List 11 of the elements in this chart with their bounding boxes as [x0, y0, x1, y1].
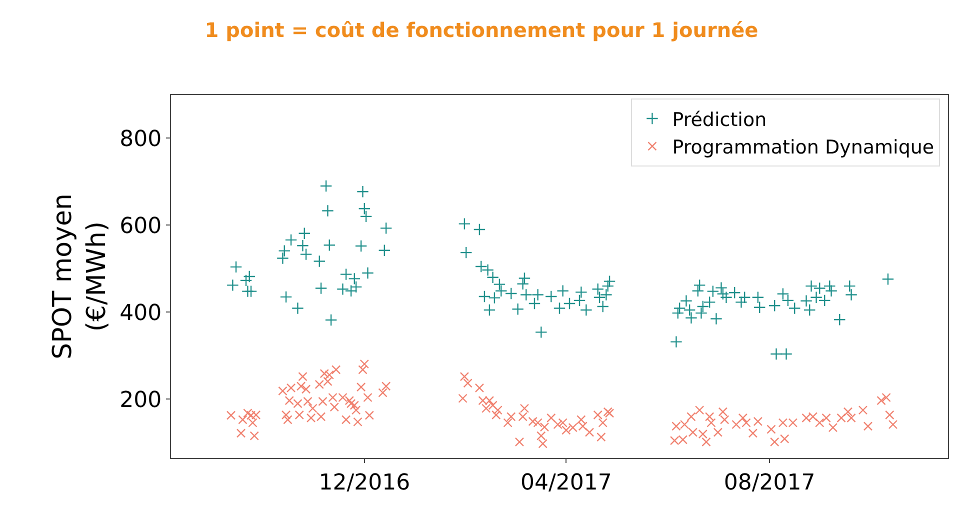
y-tick-label: 800	[120, 126, 162, 152]
y-tick-label: 400	[120, 300, 162, 326]
legend-label: Prédiction	[672, 108, 767, 131]
y-axis-title: SPOT moyen (€/MWh)	[48, 194, 112, 360]
x-tick-label: 08/2017	[724, 470, 816, 496]
legend-label: Programmation Dynamique	[672, 136, 934, 159]
x-tick-label: 04/2017	[520, 470, 612, 496]
x-tick-label: 12/2016	[318, 470, 410, 496]
y-tick-label: 200	[120, 388, 162, 413]
y-tick-label: 600	[120, 214, 162, 239]
chart-title: 1 point = coût de fonctionnement pour 1 journée	[204, 18, 758, 42]
